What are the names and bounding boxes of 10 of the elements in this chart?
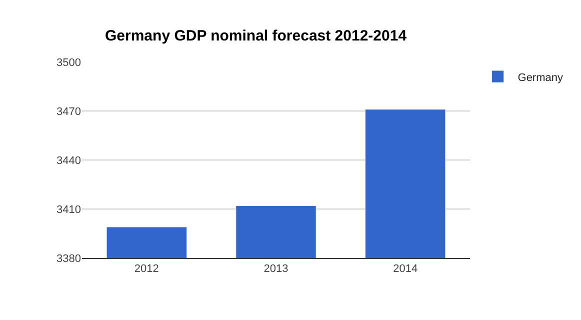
x-tick-label: 2014 [393, 263, 418, 276]
y-tick-label: 3440 [56, 154, 81, 167]
y-tick-label: 3470 [56, 106, 81, 118]
legend-label: Germany [518, 72, 564, 84]
y-tick-label: 3500 [56, 56, 81, 69]
y-tick-label: 3410 [56, 204, 81, 216]
chart-title: Germany GDP nominal forecast 2012-2014 [105, 27, 408, 44]
y-tick-label: 3380 [56, 252, 81, 265]
x-tick-label: 2012 [134, 263, 159, 276]
x-tick-label: 2013 [264, 263, 288, 276]
